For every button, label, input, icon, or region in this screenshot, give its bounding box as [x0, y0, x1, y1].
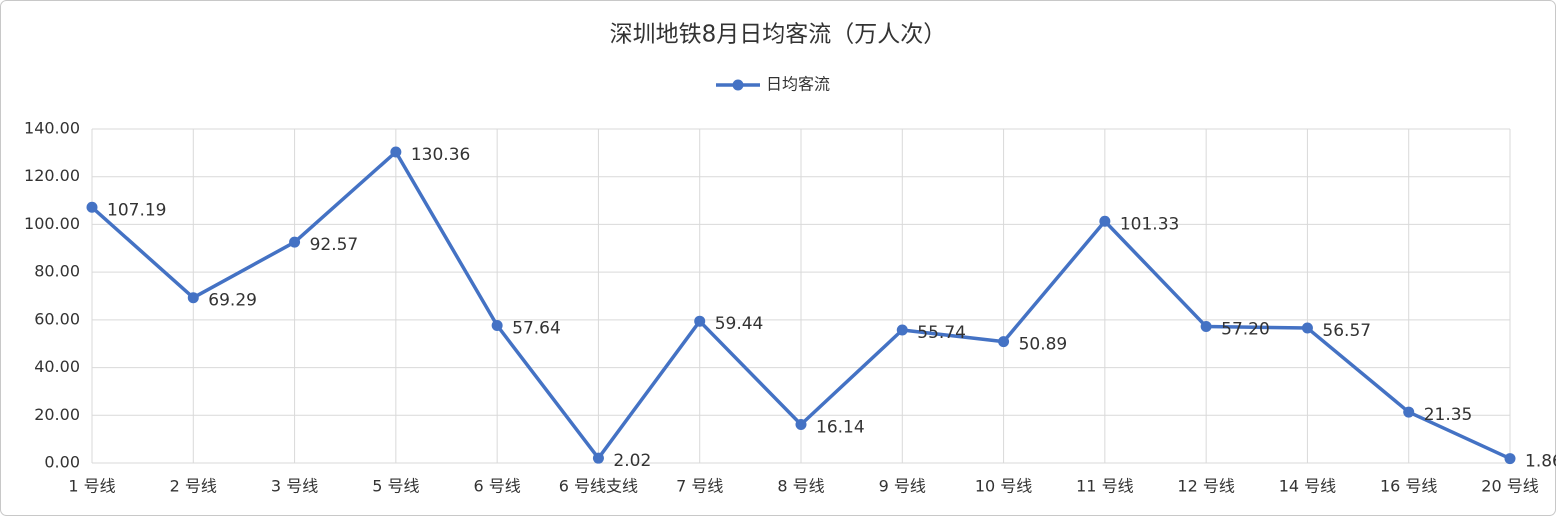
x-tick-label: 10 号线: [975, 477, 1032, 496]
legend-label: 日均客流: [766, 75, 830, 94]
data-point: [795, 418, 807, 430]
x-tick-label: 3 号线: [271, 477, 318, 496]
data-label: 59.44: [715, 314, 764, 334]
x-tick-label: 6 号线支线: [559, 477, 638, 496]
legend-marker: [732, 79, 744, 91]
data-point: [896, 324, 908, 336]
data-label: 57.64: [512, 318, 561, 338]
data-point: [1099, 215, 1111, 227]
x-tick-label: 16 号线: [1380, 477, 1437, 496]
data-label: 69.29: [208, 291, 257, 311]
y-tick-label: 140.00: [24, 119, 80, 138]
data-label: 107.19: [107, 200, 166, 220]
x-tick-label: 1 号线: [68, 477, 115, 496]
data-label: 2.02: [613, 451, 651, 471]
data-label: 50.89: [1019, 335, 1068, 355]
data-point: [289, 236, 301, 248]
y-tick-label: 20.00: [34, 405, 80, 424]
x-tick-label: 9 号线: [879, 477, 926, 496]
y-tick-label: 100.00: [24, 214, 80, 233]
x-tick-label: 6 号线: [474, 477, 521, 496]
data-label: 56.57: [1322, 321, 1371, 341]
x-tick-label: 2 号线: [170, 477, 217, 496]
data-point: [1200, 321, 1212, 333]
data-point: [998, 336, 1010, 348]
data-label: 21.35: [1424, 405, 1473, 425]
y-tick-label: 60.00: [34, 309, 80, 328]
data-label: 55.74: [917, 323, 966, 343]
data-label: 92.57: [310, 235, 359, 255]
y-tick-label: 0.00: [44, 453, 80, 472]
data-point: [390, 146, 402, 158]
y-tick-label: 40.00: [34, 357, 80, 376]
data-point: [592, 452, 604, 464]
data-point: [1403, 406, 1415, 418]
data-label: 1.86: [1525, 452, 1556, 472]
chart-title: 深圳地铁8月日均客流（万人次）: [610, 22, 947, 48]
x-tick-label: 8 号线: [777, 477, 824, 496]
data-point: [187, 292, 199, 304]
x-tick-label: 12 号线: [1177, 477, 1234, 496]
data-point: [1301, 322, 1313, 334]
x-tick-label: 5 号线: [372, 477, 419, 496]
data-point: [86, 201, 98, 213]
data-point: [491, 319, 503, 331]
data-label: 130.36: [411, 145, 470, 165]
x-tick-label: 20 号线: [1481, 477, 1538, 496]
data-point: [1504, 453, 1516, 465]
y-tick-label: 120.00: [24, 166, 80, 185]
data-point: [694, 315, 706, 327]
x-tick-label: 11 号线: [1076, 477, 1133, 496]
data-label: 16.14: [816, 417, 865, 437]
x-tick-label: 7 号线: [676, 477, 723, 496]
data-label: 101.33: [1120, 214, 1179, 234]
y-tick-label: 80.00: [34, 262, 80, 281]
data-label: 57.20: [1221, 320, 1270, 340]
x-tick-label: 14 号线: [1279, 477, 1336, 496]
